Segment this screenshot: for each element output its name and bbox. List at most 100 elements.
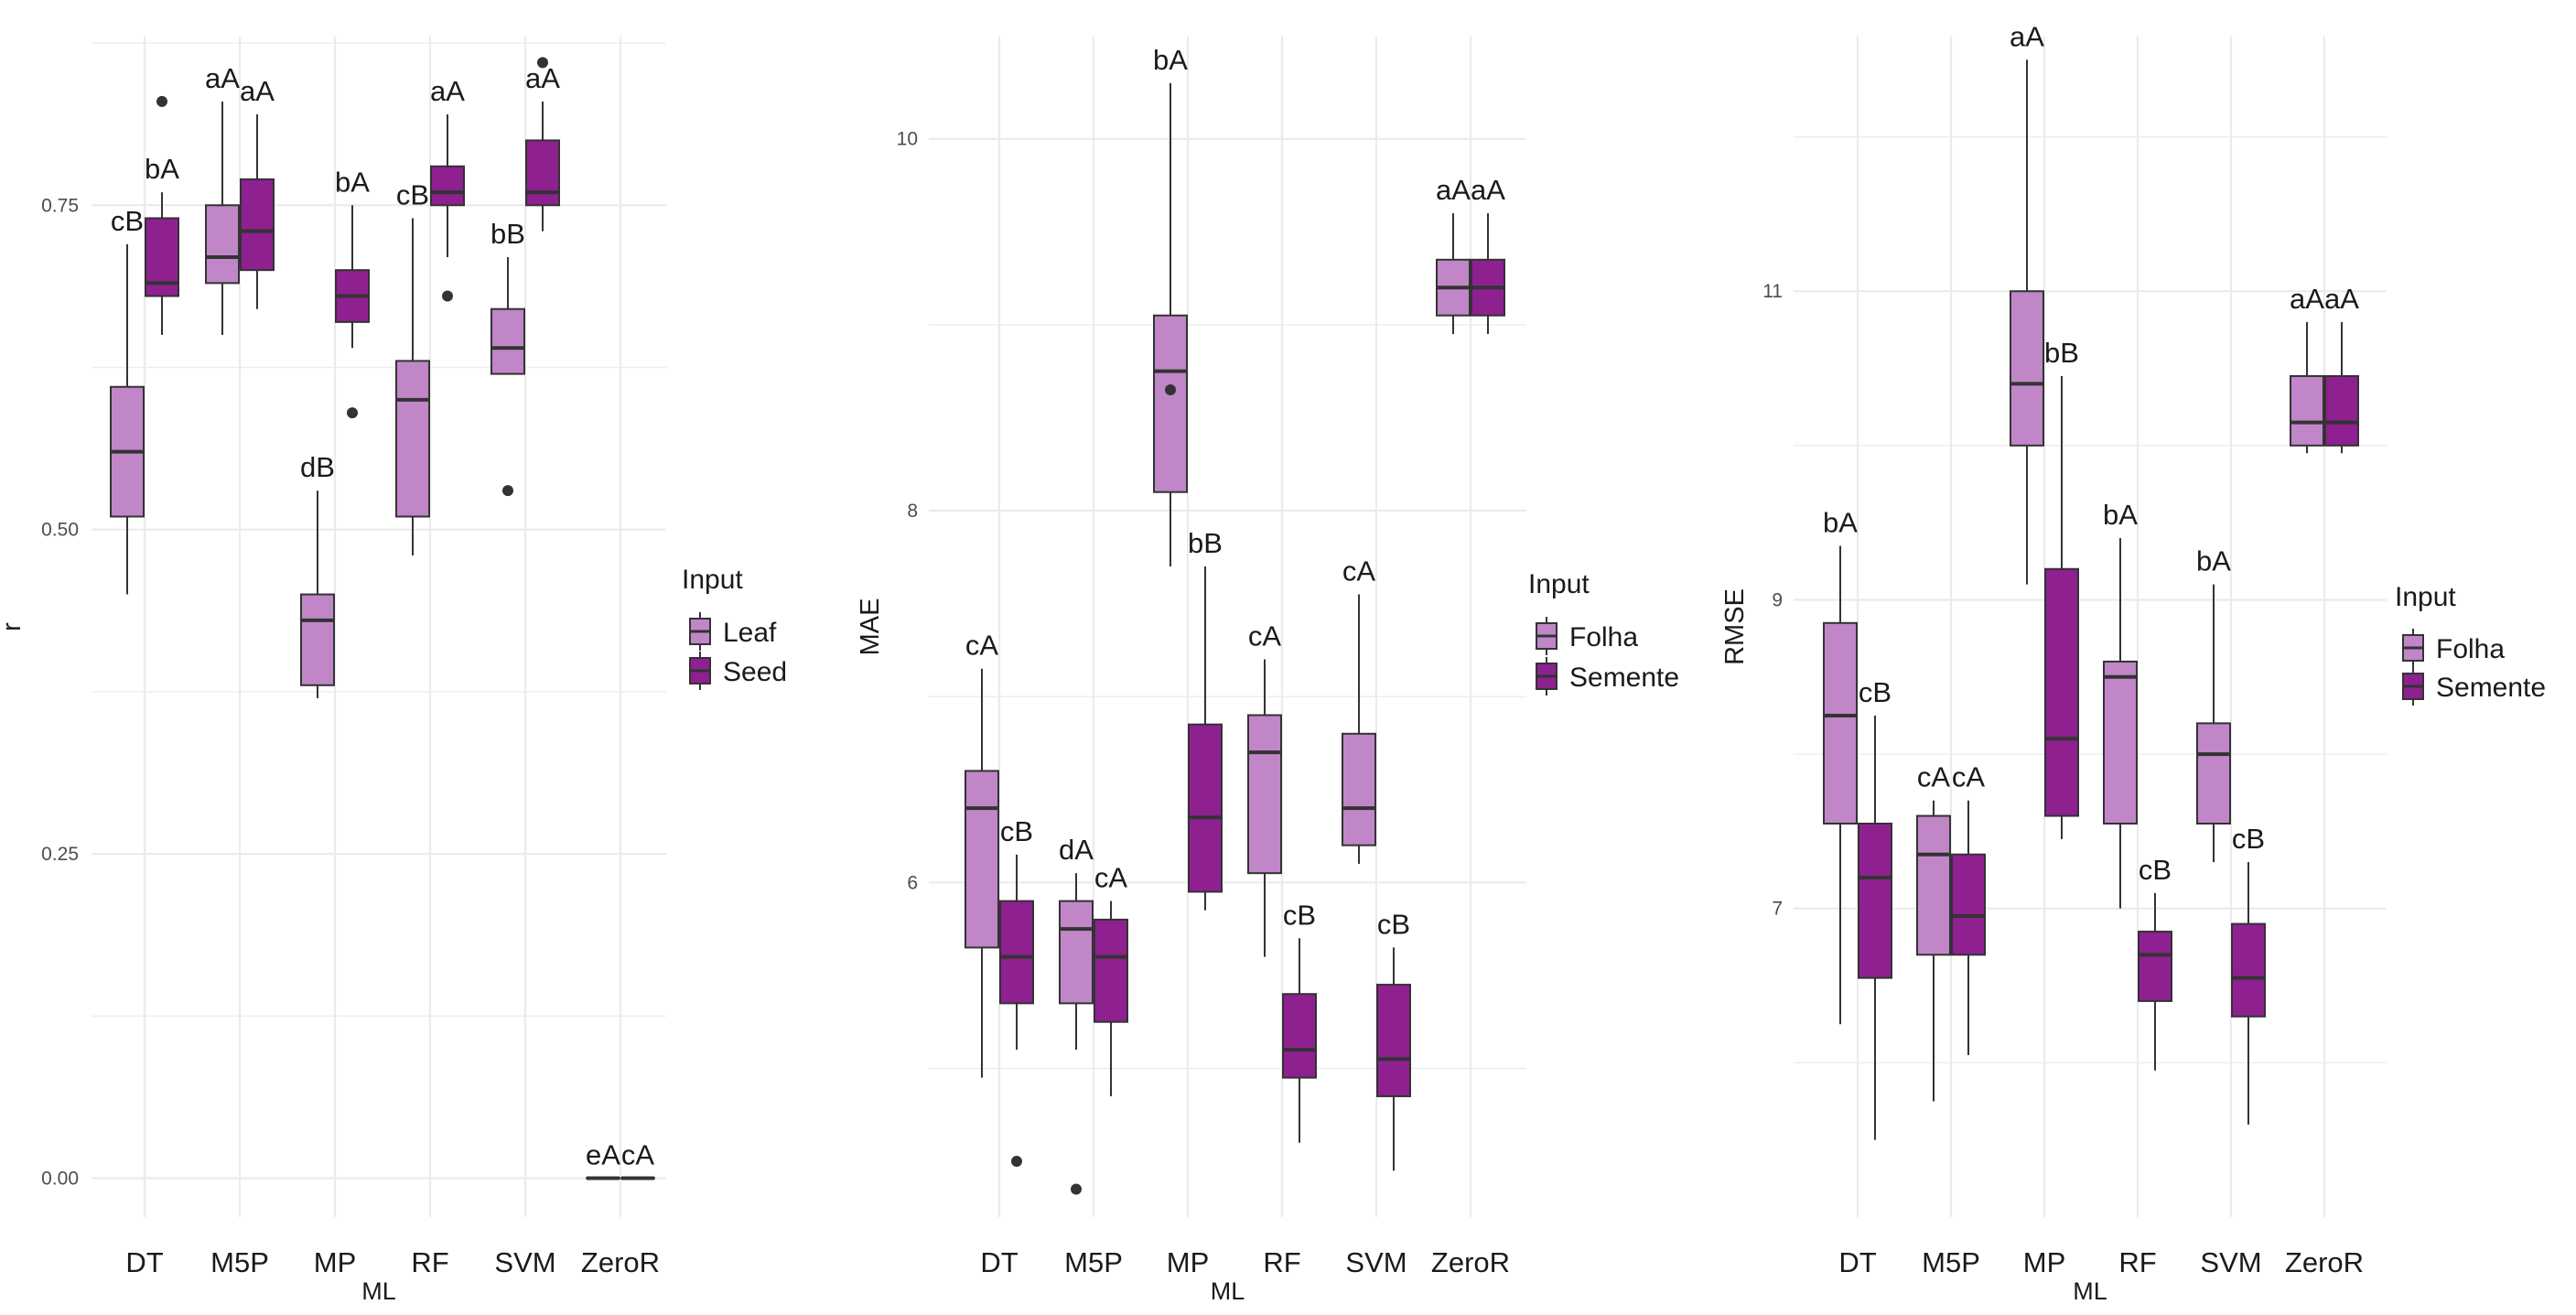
- y-tick-label: 10: [897, 129, 918, 150]
- x-tick-label: ZeroR: [1431, 1246, 1510, 1278]
- y-tick-label: 0.50: [41, 520, 79, 541]
- legend: Input Folha Semente: [1528, 569, 1679, 695]
- box-body: [490, 307, 525, 375]
- box-body: [965, 770, 999, 949]
- box-semente-rf: cB: [1282, 899, 1317, 1143]
- significance-letter: cB: [111, 205, 144, 237]
- outlier-point: [502, 485, 513, 497]
- significance-letter: bB: [1188, 527, 1223, 559]
- legend: Input Folha Semente: [2395, 582, 2546, 706]
- box-body: [1059, 900, 1094, 1005]
- x-tick-label: ZeroR: [2285, 1246, 2364, 1278]
- significance-letter: eA: [586, 1138, 620, 1170]
- x-tick-label: DT: [1838, 1246, 1876, 1278]
- box-folha-svm: cA: [1342, 555, 1376, 865]
- significance-letter: cA: [1952, 761, 1986, 793]
- box-semente-mp: bB: [2044, 337, 2079, 839]
- box-seed-mp: bA: [335, 166, 370, 419]
- box-body: [2324, 374, 2359, 447]
- box-body: [430, 165, 465, 207]
- box-body: [1916, 814, 1951, 956]
- box-body: [1282, 993, 1317, 1079]
- significance-letter: cB: [2139, 854, 2172, 886]
- box-body: [2290, 374, 2324, 447]
- box-folha-m5p: cA: [1916, 761, 1951, 1102]
- box-seed-zeror: cA: [620, 1138, 655, 1180]
- legend-label: Folha: [2436, 634, 2505, 664]
- significance-letter: cA: [1342, 555, 1376, 587]
- box-body: [1951, 853, 1986, 956]
- legend-title: Input: [2395, 582, 2456, 612]
- box-body: [300, 593, 335, 686]
- y-tick-label: 6: [907, 872, 918, 893]
- significance-letter: aA: [2010, 20, 2044, 52]
- box-seed-rf: aA: [430, 75, 465, 302]
- box-seed-m5p: aA: [240, 75, 275, 309]
- box-body: [1094, 918, 1128, 1023]
- legend-title: Input: [1528, 569, 1590, 599]
- x-axis-title: ML: [361, 1277, 396, 1305]
- outlier-point: [442, 290, 453, 302]
- x-tick-label: ZeroR: [581, 1246, 660, 1278]
- box-body: [1376, 984, 1411, 1097]
- box-folha-dt: cA: [965, 630, 999, 1078]
- significance-letter: cB: [2232, 823, 2265, 855]
- box-folha-rf: cA: [1247, 620, 1282, 957]
- x-axis-title: ML: [1211, 1277, 1245, 1305]
- box-body: [205, 204, 240, 285]
- significance-letter: cA: [621, 1138, 655, 1170]
- box-leaf-mp: dB: [300, 451, 335, 698]
- x-tick-label: M5P: [1922, 1246, 1980, 1278]
- box-folha-m5p: dA: [1059, 834, 1094, 1195]
- outlier-point: [1071, 1183, 1082, 1195]
- y-axis-title: RMSE: [1720, 588, 1750, 665]
- box-seed-svm: aA: [525, 57, 560, 232]
- box-semente-svm: cB: [2231, 823, 2266, 1125]
- y-tick-label: 0.75: [41, 195, 79, 216]
- box-body: [1188, 723, 1223, 893]
- outlier-point: [1011, 1156, 1022, 1168]
- box-body: [395, 360, 430, 518]
- y-tick-label: 8: [907, 501, 918, 522]
- box-semente-zeror: aA: [1471, 174, 1505, 335]
- box-folha-dt: bA: [1823, 506, 1858, 1025]
- significance-letter: aA: [240, 75, 275, 107]
- significance-letter: bA: [145, 153, 179, 185]
- x-tick-label: M5P: [1064, 1246, 1123, 1278]
- x-tick-label: M5P: [210, 1246, 269, 1278]
- y-tick-label: 0.25: [41, 844, 79, 865]
- box-body: [1153, 314, 1188, 493]
- x-tick-label: SVM: [494, 1246, 555, 1278]
- significance-letter: aA: [1471, 174, 1505, 206]
- box-body: [999, 900, 1034, 1005]
- significance-letter: bA: [2196, 545, 2231, 577]
- box-semente-svm: cB: [1376, 908, 1411, 1171]
- box-semente-m5p: cA: [1094, 862, 1128, 1096]
- box-body: [1342, 732, 1376, 846]
- box-body: [240, 178, 275, 272]
- box-leaf-svm: bB: [490, 218, 525, 497]
- significance-letter: cA: [1917, 761, 1951, 793]
- box-leaf-rf: cB: [395, 178, 430, 556]
- significance-letter: bB: [490, 218, 525, 250]
- significance-letter: aA: [430, 75, 465, 107]
- box-folha-mp: aA: [2010, 20, 2044, 585]
- significance-letter: cA: [965, 630, 999, 662]
- box-leaf-m5p: aA: [205, 62, 240, 336]
- outlier-point: [156, 95, 167, 107]
- significance-letter: bA: [1153, 44, 1188, 76]
- x-tick-label: RF: [2118, 1246, 2156, 1278]
- significance-letter: aA: [525, 62, 560, 94]
- box-folha-mp: bA: [1153, 44, 1188, 566]
- box-semente-rf: cB: [2138, 854, 2172, 1071]
- outlier-point: [1165, 383, 1176, 395]
- x-tick-label: DT: [125, 1246, 163, 1278]
- significance-letter: aA: [1436, 174, 1471, 206]
- significance-letter: cB: [396, 178, 429, 210]
- x-tick-label: SVM: [1345, 1246, 1407, 1278]
- legend-label: Semente: [1569, 663, 1679, 693]
- significance-letter: bB: [2044, 337, 2079, 369]
- box-folha-zeror: aA: [1436, 174, 1471, 335]
- legend: Input Leaf Seed: [682, 565, 787, 690]
- legend-label: Leaf: [723, 618, 777, 648]
